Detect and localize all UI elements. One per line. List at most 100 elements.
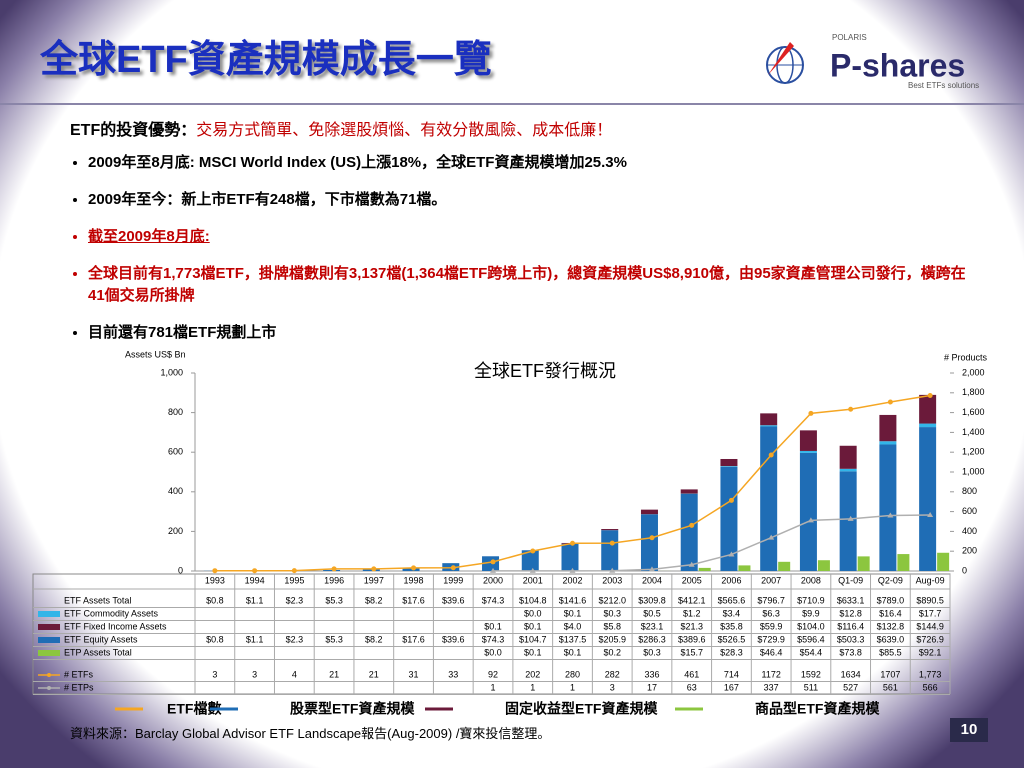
table-cell: $1.2 [683, 608, 701, 618]
table-cell: $0.2 [603, 647, 621, 657]
line-marker [649, 535, 655, 541]
bar [561, 543, 579, 571]
bar [738, 565, 751, 571]
table-cell: $28.3 [720, 647, 743, 657]
bar [760, 426, 778, 571]
table-cell: 337 [764, 682, 779, 692]
table-cell: 527 [843, 682, 858, 692]
slide-title: 全球ETF資產規模成長一覽 [40, 39, 492, 81]
table-cell: $633.1 [837, 595, 865, 605]
y2-tick-label: 1,600 [962, 407, 985, 417]
bar [402, 567, 420, 571]
table-cell: 1634 [841, 669, 861, 679]
table-cell: $137.5 [559, 634, 587, 644]
table-cell: $0.8 [206, 634, 224, 644]
bar [839, 468, 857, 472]
table-cell: 461 [684, 669, 699, 679]
bar [760, 425, 778, 427]
table-cell: $54.4 [800, 647, 823, 657]
table-cell: $212.0 [598, 595, 626, 605]
x-tick-label: 2005 [682, 575, 702, 585]
bar [760, 413, 778, 426]
table-cell: $503.3 [837, 634, 865, 644]
line-marker [609, 540, 615, 546]
table-cell: 1 [530, 682, 535, 692]
x-tick-label: 2008 [801, 575, 821, 585]
table-cell: $726.9 [916, 634, 944, 644]
chart-title: 全球ETF發行概況 [474, 361, 616, 381]
bar [640, 509, 658, 515]
line-marker [291, 568, 297, 574]
table-cell: $0.0 [484, 647, 502, 657]
table-cell: 511 [804, 682, 818, 692]
bar [601, 530, 619, 571]
table-cell: $46.4 [760, 647, 783, 657]
table-cell: $85.5 [879, 647, 902, 657]
table-cell: $16.4 [879, 608, 902, 618]
table-cell: $526.5 [718, 634, 746, 644]
table-cell: $0.3 [643, 647, 661, 657]
bar [799, 450, 817, 453]
table-cell: $21.3 [680, 621, 703, 631]
y-tick-label: 1,000 [160, 367, 183, 377]
intro: ETF的投資優勢：交易方式簡單、免除選股煩惱、有效分散風險、成本低廉！ [70, 116, 612, 140]
bar [482, 556, 500, 571]
y2-tick-label: 1,200 [962, 447, 985, 457]
table-cell: $0.0 [524, 608, 542, 618]
table-swatch [38, 637, 60, 643]
intro-text: 交易方式簡單、免除選股煩惱、有效分散風險、成本低廉！ [196, 122, 613, 139]
table-cell: $286.3 [638, 634, 666, 644]
table-cell: $8.2 [365, 595, 383, 605]
table-cell: $0.5 [643, 608, 661, 618]
table-cell: $5.3 [325, 634, 343, 644]
y2-tick-label: 800 [962, 486, 977, 496]
bar [680, 493, 698, 571]
table-cell: $309.8 [638, 595, 666, 605]
bar [720, 466, 738, 571]
table-cell: $2.3 [286, 634, 304, 644]
bar [919, 394, 937, 424]
table-cell: 3 [212, 669, 217, 679]
table-cell: 336 [644, 669, 659, 679]
logo-brand: POLARIS [832, 33, 867, 42]
bar [919, 423, 937, 428]
bar [799, 452, 817, 571]
bar [778, 561, 791, 571]
x-tick-label: 1995 [284, 575, 304, 585]
table-cell: $412.1 [678, 595, 706, 605]
legend-label: 股票型ETF資產規模 [290, 701, 415, 717]
intro-label: ETF的投資優勢： [70, 122, 197, 139]
y-tick-label: 0 [178, 565, 183, 575]
bar [879, 441, 897, 445]
table-cell: $729.9 [757, 634, 785, 644]
table-cell: $5.3 [325, 595, 343, 605]
x-tick-label: 2004 [642, 575, 662, 585]
table-cell: $8.2 [365, 634, 383, 644]
table-cell: $104.0 [797, 621, 825, 631]
bullet: 2009年至8月底: MSCI World Index (US)上漲18%，全球… [88, 152, 978, 174]
table-cell: $0.1 [524, 647, 542, 657]
table-cell: $74.3 [482, 595, 505, 605]
logo: POLARIS P-shares Best ETFs solutions [766, 33, 979, 90]
logo-name: P-shares [830, 47, 965, 83]
x-tick-label: 2000 [483, 575, 503, 585]
line-marker [689, 522, 695, 528]
y2-tick-label: 0 [962, 565, 967, 575]
table-cell: $12.8 [839, 608, 862, 618]
y2-tick-label: 1,400 [962, 427, 985, 437]
table-row-label: ETF Equity Assets [64, 634, 138, 644]
bar [521, 550, 539, 571]
table-cell: 1172 [762, 669, 781, 679]
table-swatch [47, 686, 51, 690]
table-row-label: # ETFs [64, 669, 94, 679]
line-marker [570, 540, 575, 546]
x-tick-label: Aug-09 [916, 575, 945, 585]
table-cell: $17.6 [402, 595, 425, 605]
line [493, 514, 931, 572]
table-cell: $39.6 [442, 595, 465, 605]
table-cell: $15.7 [680, 647, 703, 657]
table-cell: $132.8 [877, 621, 905, 631]
line-marker [688, 561, 695, 567]
